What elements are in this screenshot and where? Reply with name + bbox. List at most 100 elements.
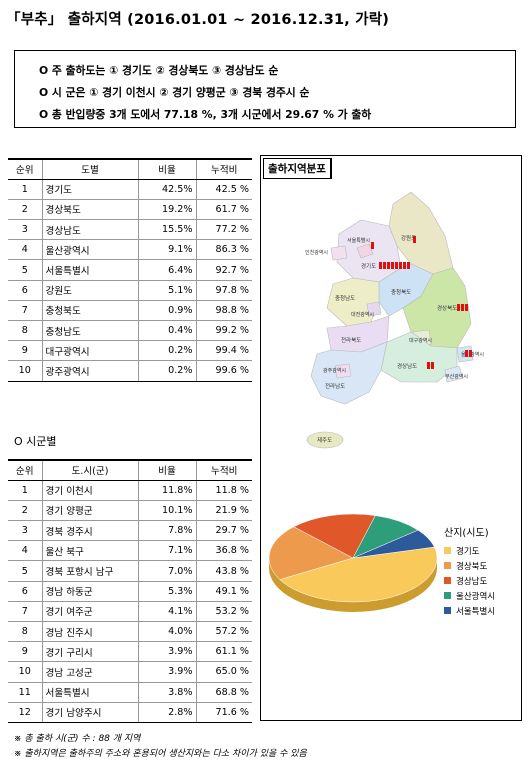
table-row: 9 경기 구리시 3.9% 61.1 % <box>8 641 252 663</box>
table-cell: 경상남도 <box>41 219 138 241</box>
table-row: 2 경상북도 19.2% 61.7 % <box>8 199 252 221</box>
table-cell: 7 <box>8 300 42 322</box>
map-label: 충청북도 <box>391 288 411 296</box>
page-title: 「부추」 출하지역 (2016.01.01 ~ 2016.12.31, 가락) <box>6 12 390 28</box>
legend-item: 서울특별시 <box>444 603 495 618</box>
table-cell: 서울특별시 <box>41 682 138 703</box>
table-cell: 경남 하동군 <box>41 581 138 602</box>
table-cell: 10 <box>8 661 42 683</box>
table-cell: 86.3 % <box>195 239 252 261</box>
city-table: 순위 도.시(군) 비율 누적비 1 경기 이천시 11.8% 11.8 % 2 경기 양… <box>8 458 252 723</box>
table-cell: 65.0 % <box>195 661 252 683</box>
korea-map: 강원도 경기도 서울특별시 인천광역시 충청북도 충청남도 대전광역시 경상북도… <box>305 191 484 449</box>
table-cell: 경기 구리시 <box>41 641 138 663</box>
table-cell: 97.8 % <box>195 280 252 301</box>
summary-box: O 주 출하도는 ① 경기도 ② 경상북도 ③ 경상남도 순 O 시 군은 ① … <box>14 50 516 128</box>
table-cell: 경남 진주시 <box>41 621 138 643</box>
table-cell: 71.6 % <box>195 702 252 723</box>
table-row: 5 경북 포항시 남구 7.0% 43.8 % <box>8 560 252 582</box>
map-label: 강원도 <box>401 234 416 242</box>
legend-swatch <box>444 577 451 584</box>
table-cell: 5.1% <box>137 280 196 301</box>
table-cell: 서울특별시 <box>41 259 138 281</box>
table-cell: 43.8 % <box>195 560 252 582</box>
pie-slice <box>279 546 438 603</box>
table-cell: 8 <box>8 320 42 342</box>
table-row: 3 경북 경주시 7.8% 29.7 % <box>8 520 252 542</box>
table-row: 4 울산 북구 7.1% 36.8 % <box>8 540 252 562</box>
table-cell: 3 <box>8 520 42 542</box>
table-cell: 6 <box>8 280 42 301</box>
table-cell: 0.2% <box>137 360 196 382</box>
table-row: 2 경기 양평군 10.1% 21.9 % <box>8 500 252 522</box>
table-cell: 경기 여주군 <box>41 601 138 623</box>
table-cell: 68.8 % <box>195 682 252 703</box>
col-header-cumulative: 누적비 <box>195 458 252 481</box>
table-cell: 경기도 <box>41 179 138 200</box>
table-cell: 5.3% <box>137 581 196 602</box>
table-cell: 경기 양평군 <box>41 500 138 522</box>
table-cell: 3.9% <box>137 641 196 663</box>
table-cell: 경북 포항시 남구 <box>41 560 138 582</box>
table-cell: 42.5% <box>137 179 196 200</box>
table-cell: 4.0% <box>137 621 196 643</box>
table-cell: 5 <box>8 560 42 582</box>
table-row: 9 대구광역시 0.2% 99.4 % <box>8 340 252 362</box>
table-cell: 0.2% <box>137 340 196 362</box>
map-label: 충청남도 <box>335 294 355 302</box>
table-cell: 울산광역시 <box>41 239 138 261</box>
table-cell: 2.8% <box>137 702 196 723</box>
table-cell: 12 <box>8 702 42 723</box>
col-header-ratio: 비율 <box>137 458 196 481</box>
legend-label: 경기도 <box>456 546 480 557</box>
table-row: 11 서울특별시 3.8% 68.8 % <box>8 682 252 703</box>
map-label: 서울특별시 <box>347 237 370 244</box>
map-label: 전라북도 <box>341 336 361 344</box>
table-cell: 경기 이천시 <box>41 480 138 501</box>
table-cell: 6.4% <box>137 259 196 281</box>
map-label: 경기도 <box>361 262 376 270</box>
table-cell: 61.1 % <box>195 641 252 663</box>
table-cell: 울산 북구 <box>41 540 138 562</box>
table-cell: 대구광역시 <box>41 340 138 362</box>
table-cell: 강원도 <box>41 280 138 301</box>
table-row: 7 충청북도 0.9% 98.8 % <box>8 300 252 322</box>
table-cell: 61.7 % <box>195 199 252 221</box>
table-cell: 10.1% <box>137 500 196 522</box>
table-cell: 7.8% <box>137 520 196 542</box>
pie-chart <box>268 513 438 612</box>
legend-swatch <box>444 607 451 614</box>
table-cell: 92.7 % <box>195 259 252 281</box>
table-cell: 충청남도 <box>41 320 138 342</box>
pie-slice <box>293 513 376 559</box>
table-row: 12 경기 남양주시 2.8% 71.6 % <box>8 702 252 723</box>
legend-label: 경상남도 <box>456 576 488 587</box>
table-cell: 57.2 % <box>195 621 252 643</box>
legend-swatch <box>444 562 451 569</box>
map-label: 광주광역시 <box>323 367 346 374</box>
table-row: 7 경기 여주군 4.1% 53.2 % <box>8 601 252 623</box>
table-cell: 2 <box>8 199 42 221</box>
table-row: 10 경남 고성군 3.9% 65.0 % <box>8 661 252 683</box>
table-cell: 11 <box>8 682 42 703</box>
table-cell: 21.9 % <box>195 500 252 522</box>
table-cell: 9.1% <box>137 239 196 261</box>
col-header-rank: 순위 <box>8 458 42 481</box>
table-cell: 29.7 % <box>195 520 252 542</box>
footnote: ※ 총 출하 시(군) 수 : 88 개 지역 <box>14 734 141 744</box>
map-label: 대전광역시 <box>351 311 374 318</box>
table-cell: 98.8 % <box>195 300 252 322</box>
col-header-rank: 순위 <box>8 157 42 180</box>
table-cell: 3 <box>8 219 42 241</box>
shipment-markers <box>371 236 472 369</box>
table-cell: 5 <box>8 259 42 281</box>
table-cell: 36.8 % <box>195 540 252 562</box>
table-cell: 2 <box>8 500 42 522</box>
table-cell: 11.8 % <box>195 480 252 501</box>
map-label: 경상북도 <box>437 304 457 312</box>
table-cell: 7 <box>8 601 42 623</box>
map-label: 제주도 <box>317 436 332 444</box>
table-row: 3 경상남도 15.5% 77.2 % <box>8 219 252 241</box>
table-cell: 42.5 % <box>195 179 252 200</box>
table-cell: 3.8% <box>137 682 196 703</box>
